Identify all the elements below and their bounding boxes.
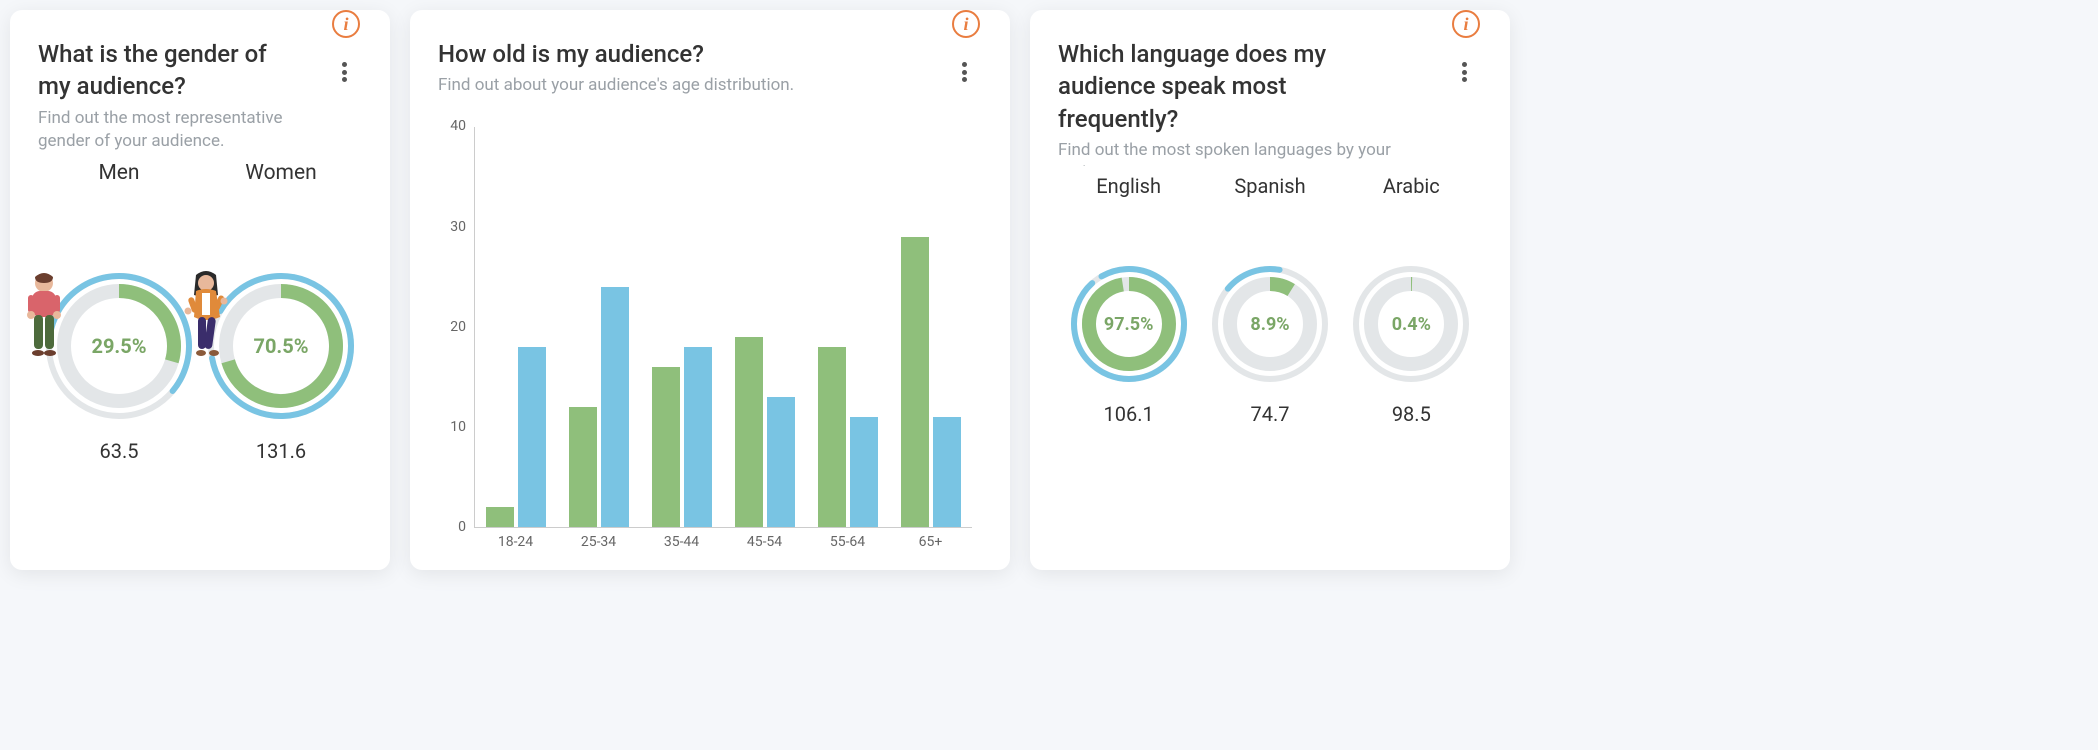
- language-card: i Which language does my audience speak …: [1030, 10, 1510, 570]
- card-header: How old is my audience? Find out about y…: [438, 38, 982, 97]
- bar: [569, 407, 597, 527]
- bar: [518, 347, 546, 527]
- x-axis-label: 18-24: [474, 528, 557, 550]
- column-label: English: [1096, 174, 1161, 198]
- column-label: Men: [98, 161, 139, 185]
- info-icon[interactable]: i: [1452, 10, 1480, 38]
- card-header: What is the gender of my audience? Find …: [38, 38, 362, 153]
- gender-column: Women 70.5% 131.6: [206, 161, 356, 550]
- y-axis-label: 40: [438, 118, 466, 134]
- x-axis-label: 65+: [889, 528, 972, 550]
- donut-chart: 97.5%: [1069, 264, 1189, 384]
- bar-group: [558, 127, 641, 527]
- bar: [818, 347, 846, 527]
- card-title: How old is my audience?: [438, 38, 912, 70]
- y-axis-label: 10: [438, 419, 466, 435]
- age-card: i How old is my audience? Find out about…: [410, 10, 1010, 570]
- column-value: 106.1: [1104, 402, 1154, 426]
- card-title: What is the gender of my audience?: [38, 38, 292, 103]
- column-label: Spanish: [1234, 174, 1305, 198]
- donut-chart: 29.5%: [44, 271, 194, 421]
- card-title: Which language does my audience speak mo…: [1058, 38, 1412, 135]
- info-icon[interactable]: i: [332, 10, 360, 38]
- language-column: English 97.5% 106.1: [1069, 174, 1189, 550]
- donut-chart: 0.4%: [1351, 264, 1471, 384]
- gender-card: i What is the gender of my audience? Fin…: [10, 10, 390, 570]
- bar: [735, 337, 763, 527]
- x-axis-label: 35-44: [640, 528, 723, 550]
- bar: [652, 367, 680, 527]
- age-bar-chart: 010203040 18-2425-3435-4445-5455-6465+: [438, 127, 982, 550]
- donut-percentage: 97.5%: [1069, 264, 1189, 384]
- bar: [601, 287, 629, 527]
- language-column: Spanish 8.9% 74.7: [1210, 174, 1330, 550]
- gender-column: Men 29.5% 63.5: [44, 161, 194, 550]
- column-value: 131.6: [256, 439, 306, 463]
- gender-columns: Men 29.5% 63.5 Women 70.5% 131.6: [38, 161, 362, 550]
- y-axis-label: 30: [438, 219, 466, 235]
- bar: [684, 347, 712, 527]
- bar: [767, 397, 795, 527]
- y-axis-label: 20: [438, 319, 466, 335]
- bar-group: [475, 127, 558, 527]
- card-subtitle: Find out about your audience's age distr…: [438, 74, 912, 97]
- info-icon[interactable]: i: [952, 10, 980, 38]
- language-columns: English 97.5% 106.1 Spanish 8.9% 74.7 Arabic 0.…: [1058, 174, 1482, 550]
- column-label: Women: [245, 161, 316, 185]
- donut-chart: 8.9%: [1210, 264, 1330, 384]
- card-subtitle: Find out the most spoken languages by yo…: [1058, 139, 1412, 166]
- x-axis-label: 55-64: [806, 528, 889, 550]
- card-header: Which language does my audience speak mo…: [1058, 38, 1482, 166]
- bar-group: [641, 127, 724, 527]
- bar-group: [723, 127, 806, 527]
- column-value: 74.7: [1250, 402, 1289, 426]
- x-axis-label: 25-34: [557, 528, 640, 550]
- bar: [486, 507, 514, 527]
- column-value: 98.5: [1392, 402, 1431, 426]
- y-axis-label: 0: [438, 519, 466, 535]
- bar-group: [806, 127, 889, 527]
- bar: [933, 417, 961, 527]
- donut-percentage: 0.4%: [1351, 264, 1471, 384]
- column-value: 63.5: [100, 439, 139, 463]
- column-label: Arabic: [1383, 174, 1440, 198]
- donut-percentage: 8.9%: [1210, 264, 1330, 384]
- bar-group: [889, 127, 972, 527]
- x-axis-label: 45-54: [723, 528, 806, 550]
- bar: [901, 237, 929, 527]
- donut-chart: 70.5%: [206, 271, 356, 421]
- bar: [850, 417, 878, 527]
- language-column: Arabic 0.4% 98.5: [1351, 174, 1471, 550]
- card-subtitle: Find out the most representative gender …: [38, 107, 292, 153]
